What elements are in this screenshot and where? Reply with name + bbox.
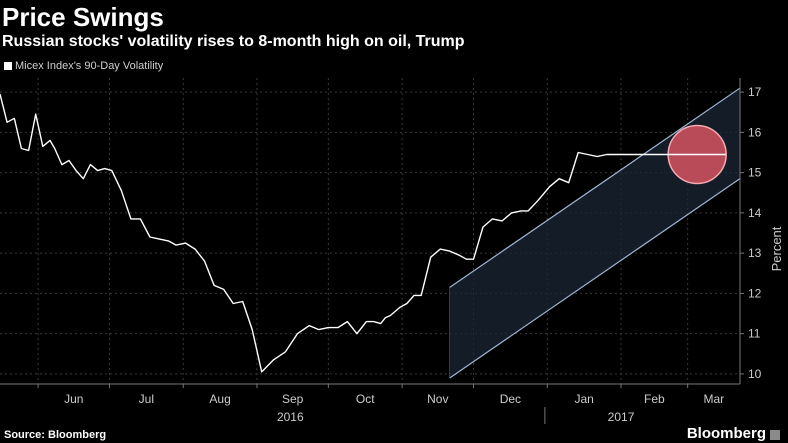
year-label: 2017 — [608, 410, 635, 424]
legend-swatch — [4, 62, 12, 70]
legend: Micex Index's 90-Day Volatility — [4, 60, 163, 72]
trend-channel-lower-edge — [449, 178, 741, 379]
volatility-series-line — [0, 93, 726, 373]
y-tick-label: 15 — [748, 166, 762, 180]
x-tick-label: Dec — [500, 392, 521, 406]
year-label: 2016 — [277, 410, 304, 424]
x-tick-label: Jun — [64, 392, 83, 406]
y-tick-label: 11 — [748, 327, 761, 341]
y-tick-label: 17 — [748, 85, 762, 99]
y-tick-label: 12 — [748, 286, 762, 300]
brand-logo: Bloomberg — [687, 425, 780, 442]
x-tick-label: Mar — [703, 392, 724, 406]
x-tick-label: Aug — [209, 392, 230, 406]
x-tick-label: Feb — [644, 392, 665, 406]
trend-channel-upper-edge — [449, 87, 741, 288]
x-tick-label: Sep — [282, 392, 304, 406]
y-tick-label: 16 — [748, 125, 762, 139]
x-tick-label: Jul — [139, 392, 154, 406]
legend-label: Micex Index's 90-Day Volatility — [15, 60, 164, 72]
brand-text: Bloomberg — [686, 425, 766, 442]
chart-title: Price Swings — [2, 2, 164, 32]
y-tick-label: 13 — [748, 246, 762, 260]
chart-subtitle: Russian stocks' volatility rises to 8-mo… — [2, 33, 465, 50]
y-tick-label: 14 — [748, 206, 762, 220]
source-note: Source: Bloomberg — [4, 429, 107, 441]
x-tick-label: Jan — [574, 392, 593, 406]
y-tick-label: 10 — [748, 367, 762, 381]
x-tick-label: Oct — [356, 392, 375, 406]
y-axis-title: Percent — [769, 226, 784, 271]
brand-square-icon — [770, 429, 780, 440]
x-tick-label: Nov — [427, 392, 448, 406]
trend-channel — [449, 88, 740, 378]
